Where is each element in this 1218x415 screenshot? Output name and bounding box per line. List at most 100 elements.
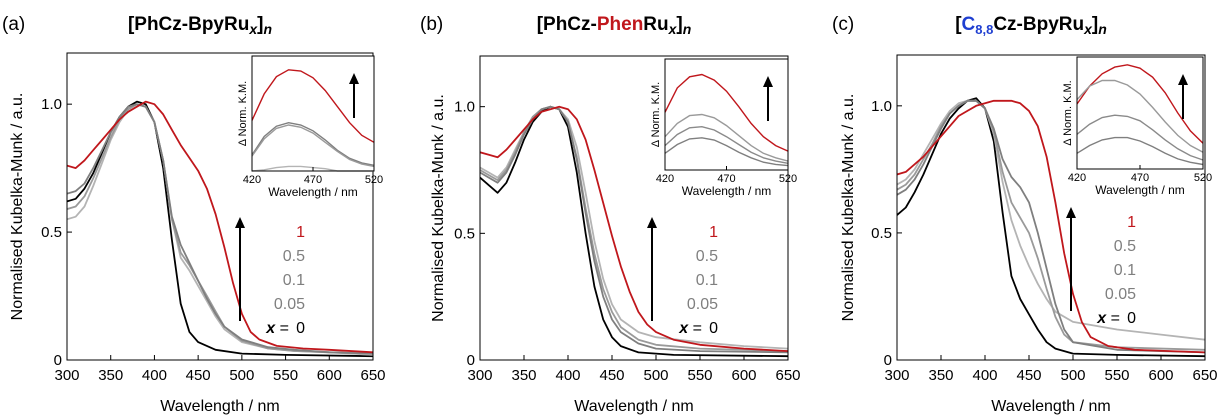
plot-area — [67, 100, 373, 358]
x-tick-label: 650 — [775, 367, 800, 384]
inset-x-tick-label: 420 — [243, 174, 261, 186]
title-part: ] — [257, 14, 263, 35]
inset-plot: 420 470 520 Wavelength / nm Δ Norm. K.M. — [237, 55, 383, 199]
legend-item-0_5: 0.5 — [1114, 238, 1136, 255]
title-part: [ — [955, 14, 962, 35]
inset-y-axis-label: Δ Norm. K.M. — [1062, 80, 1074, 145]
legend-prefix-eq: = — [275, 320, 289, 337]
y-tick-label: 0 — [467, 352, 475, 369]
series-line-x-0_05 — [480, 105, 788, 350]
x-tick-label: 650 — [1192, 367, 1217, 384]
title-part: Ru — [643, 14, 668, 35]
legend-item-0_5: 0.5 — [696, 248, 718, 265]
plot-frame — [66, 52, 374, 361]
panel-title: [C8,8Cz-BpyRux]n — [955, 14, 1107, 37]
series-line-x-1 — [480, 105, 788, 352]
y-tick-label: 1.0 — [41, 96, 62, 113]
inset-x-axis-label: Wavelength / nm — [1095, 183, 1185, 197]
title-part: [PhCz-BpyRu — [128, 14, 249, 35]
legend-item-0_05: 0.05 — [687, 296, 718, 313]
inset-series-2 — [664, 113, 789, 162]
x-tick-label: 300 — [467, 367, 492, 384]
x-tick-label: 450 — [186, 367, 211, 384]
inset-series-1 — [251, 69, 375, 143]
inset-x-tick-label: 470 — [717, 173, 735, 185]
title-part: x — [1083, 21, 1093, 37]
legend-item-0: 0 — [1127, 310, 1136, 327]
x-tick-label: 650 — [360, 367, 385, 384]
inset-series-3 — [251, 124, 375, 168]
legend-arrow-head — [235, 217, 245, 228]
x-axis-label: Wavelength / nm — [574, 398, 693, 415]
inset-plot: 420 470 520 Wavelength / nm Δ Norm. K.M. — [650, 58, 797, 198]
title-part: Cz-BpyRu — [993, 14, 1084, 35]
panel-label: (c) — [832, 14, 854, 35]
x-tick-label: 450 — [599, 367, 624, 384]
inset-series-2 — [1076, 79, 1204, 153]
x-axis-label: Wavelength / nm — [991, 398, 1110, 415]
series-line-x-0_5 — [897, 99, 1205, 354]
y-tick-label: 0.5 — [871, 225, 892, 242]
title-part: Phen — [597, 14, 643, 35]
inset-series-4 — [1076, 136, 1204, 166]
inset-y-axis-label: Δ Norm. K.M. — [650, 82, 662, 147]
plot-area — [897, 97, 1205, 358]
legend-prefix-var: x — [1096, 310, 1107, 327]
y-axis-label: Normalised Kubelka-Munk / a.u. — [430, 94, 447, 322]
inset-x-tick-label: 470 — [304, 174, 322, 186]
x-tick-label: 550 — [1104, 367, 1129, 384]
title-part: ] — [676, 14, 682, 35]
legend-item-0_1: 0.1 — [696, 272, 718, 289]
x-tick-label: 600 — [1148, 367, 1173, 384]
title-part: ] — [1092, 14, 1098, 35]
inset-x-tick-label: 520 — [1194, 172, 1212, 184]
legend-item-1: 1 — [709, 224, 718, 241]
title-part: x — [248, 21, 258, 37]
title-part: [PhCz- — [537, 14, 597, 35]
panel-title: [PhCz-BpyRux]n — [128, 14, 272, 37]
title-part: x — [668, 21, 678, 37]
legend-prefix-var: x — [265, 320, 276, 337]
x-tick-label: 450 — [1016, 367, 1041, 384]
x-tick-label: 600 — [731, 367, 756, 384]
series-line-x-1 — [67, 100, 373, 354]
legend-item-0_05: 0.05 — [274, 296, 305, 313]
x-tick-label: 300 — [884, 367, 909, 384]
y-axis-label: Normalised Kubelka-Munk / a.u. — [9, 93, 26, 321]
inset-series-3 — [1076, 114, 1204, 161]
legend-arrow-head — [647, 217, 657, 228]
legend-item-0_1: 0.1 — [283, 272, 305, 289]
legend-item-0: 0 — [709, 320, 718, 337]
legend-prefix-eq: = — [688, 320, 702, 337]
series-line-x-0 — [897, 97, 1205, 358]
inset-frame-bg — [251, 55, 375, 172]
inset-x-axis-label: Wavelength / nm — [682, 184, 772, 198]
title-part: n — [263, 21, 272, 37]
series-line-x-0_5 — [480, 105, 788, 354]
title-part: 8,8 — [975, 22, 993, 37]
series-line-x-1 — [897, 99, 1205, 354]
inset-x-tick-label: 420 — [1068, 172, 1086, 184]
legend-prefix: x = — [265, 320, 289, 337]
inset-x-tick-label: 520 — [779, 173, 797, 185]
inset-x-tick-label: 520 — [365, 174, 383, 186]
legend-prefix: x = — [678, 320, 702, 337]
x-axis-label: Wavelength / nm — [160, 398, 279, 415]
x-tick-label: 400 — [555, 367, 580, 384]
series-line-x-0_5 — [67, 103, 373, 355]
x-tick-label: 500 — [643, 367, 668, 384]
x-tick-label: 350 — [98, 367, 123, 384]
y-tick-label: 0.5 — [41, 224, 62, 241]
inset-arrow-head — [763, 76, 773, 87]
y-tick-label: 0.5 — [454, 225, 475, 242]
x-tick-label: 350 — [928, 367, 953, 384]
legend-item-0_05: 0.05 — [1105, 286, 1136, 303]
legend-prefix-var: x — [678, 320, 689, 337]
legend-item-0_5: 0.5 — [283, 248, 305, 265]
legend-item-1: 1 — [296, 224, 305, 241]
panel-label: (a) — [2, 14, 25, 35]
title-part: C — [962, 14, 976, 35]
